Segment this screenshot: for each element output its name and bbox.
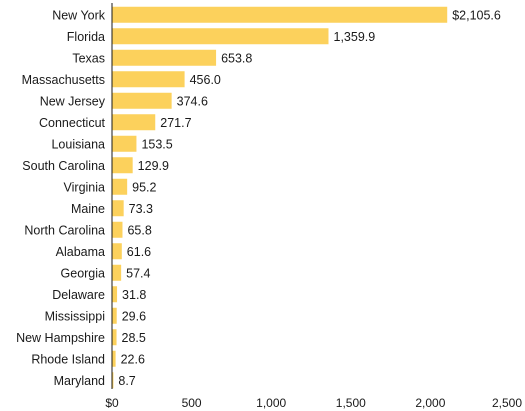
category-label: Rhode Island bbox=[31, 352, 105, 366]
value-label: 29.6 bbox=[122, 309, 146, 323]
bar bbox=[112, 286, 118, 303]
value-label: 271.7 bbox=[160, 116, 191, 130]
category-label: Massachusetts bbox=[22, 73, 105, 87]
category-label: Mississippi bbox=[45, 309, 105, 323]
category-label: Virginia bbox=[64, 180, 106, 194]
category-label: South Carolina bbox=[22, 159, 105, 173]
category-label: Alabama bbox=[56, 245, 105, 259]
value-label: 95.2 bbox=[132, 180, 156, 194]
value-label: 65.8 bbox=[127, 223, 151, 237]
bar bbox=[112, 178, 128, 195]
bar bbox=[112, 307, 117, 324]
value-label: 8.7 bbox=[118, 374, 135, 388]
value-label: 653.8 bbox=[221, 51, 252, 65]
bar bbox=[112, 350, 116, 367]
bar bbox=[112, 221, 123, 238]
x-tick-label: 1,500 bbox=[336, 396, 366, 410]
x-tick-label: 500 bbox=[182, 396, 202, 410]
value-label: 456.0 bbox=[190, 73, 221, 87]
category-label: Florida bbox=[67, 30, 105, 44]
category-label: Connecticut bbox=[39, 116, 106, 130]
value-label: 61.6 bbox=[127, 245, 151, 259]
bar bbox=[112, 264, 122, 281]
value-label: 28.5 bbox=[122, 331, 146, 345]
category-labels: New York Florida Texas Massachusetts New Jer… bbox=[16, 8, 106, 388]
bar bbox=[112, 329, 117, 346]
category-label: Maryland bbox=[54, 374, 105, 388]
value-label: 22.6 bbox=[121, 352, 145, 366]
category-label: Texas bbox=[72, 51, 105, 65]
value-label: 129.9 bbox=[138, 159, 169, 173]
x-tick-label: 2,000 bbox=[415, 396, 445, 410]
category-label: Maine bbox=[71, 202, 105, 216]
category-label: New Hampshire bbox=[16, 331, 105, 345]
value-label: 374.6 bbox=[177, 94, 208, 108]
bar bbox=[112, 28, 329, 45]
value-label: 153.5 bbox=[141, 137, 172, 151]
category-label: Delaware bbox=[52, 288, 105, 302]
value-label: 1,359.9 bbox=[334, 30, 376, 44]
value-label: 57.4 bbox=[126, 266, 150, 280]
bar bbox=[112, 71, 185, 88]
value-label: $2,105.6 bbox=[452, 8, 501, 22]
category-label: North Carolina bbox=[24, 223, 105, 237]
x-tick-label: 2,500 bbox=[492, 396, 522, 410]
bar bbox=[112, 114, 156, 131]
bar bbox=[112, 243, 122, 260]
value-label: 31.8 bbox=[122, 288, 146, 302]
bars-layer bbox=[112, 6, 448, 389]
category-label: Louisiana bbox=[51, 137, 105, 151]
bar bbox=[112, 157, 133, 174]
bar bbox=[112, 6, 448, 23]
bar bbox=[112, 135, 137, 152]
bar bbox=[112, 372, 114, 389]
x-tick-label: $0 bbox=[105, 396, 119, 410]
category-label: New York bbox=[52, 8, 106, 22]
bar bbox=[112, 92, 172, 109]
bar bbox=[112, 200, 124, 217]
category-label: New Jersey bbox=[40, 94, 106, 108]
category-label: Georgia bbox=[61, 266, 106, 280]
bar bbox=[112, 49, 217, 66]
x-axis-ticks: $0 500 1,000 1,500 2,000 2,500 bbox=[105, 396, 522, 410]
value-label: 73.3 bbox=[129, 202, 153, 216]
x-tick-label: 1,000 bbox=[256, 396, 286, 410]
